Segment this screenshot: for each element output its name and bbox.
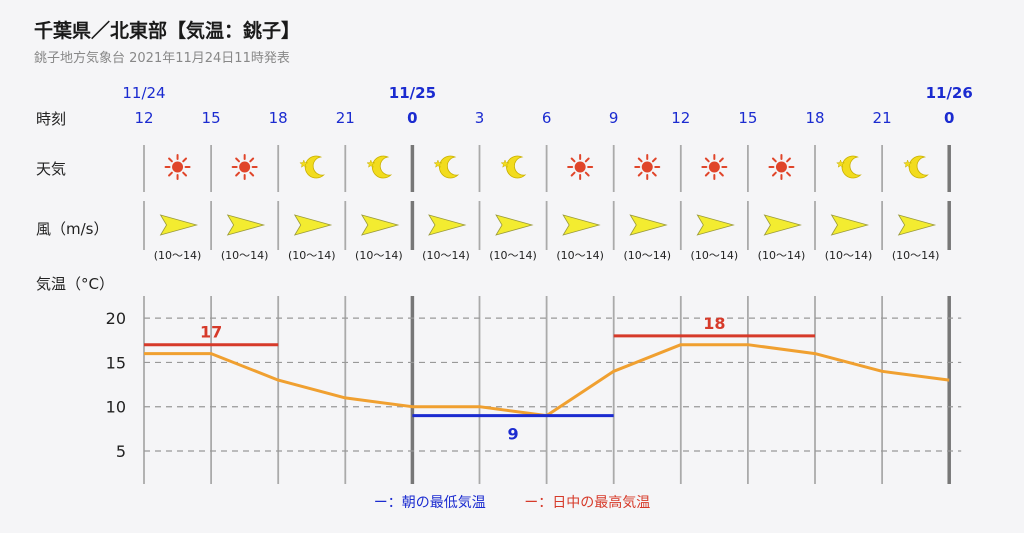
wind-speed-label: (10〜14) <box>288 249 336 262</box>
max-temp-label: 18 <box>703 314 725 333</box>
moon-icon <box>500 155 527 179</box>
moon-icon <box>299 155 325 179</box>
date-label: 11/25 <box>389 84 436 102</box>
temp-row-label: 気温（°C） <box>36 275 114 293</box>
sun-icon <box>567 154 594 180</box>
wind-speed-label: (10〜14) <box>422 249 470 262</box>
legend-min-temp: ー：朝の最低気温 <box>373 495 486 511</box>
date-label: 11/26 <box>926 84 973 102</box>
wind-speed-label: (10〜14) <box>623 249 671 262</box>
wind-arrow-icon <box>629 214 668 236</box>
hour-label: 12 <box>134 109 153 127</box>
wind-arrow-icon <box>696 214 735 236</box>
hour-label: 15 <box>202 109 221 127</box>
wind-arrow-icon <box>360 214 400 236</box>
time-row-label: 時刻 <box>36 110 67 128</box>
page-title: 千葉県／北東部【気温：銚子】 <box>34 20 301 42</box>
sun-icon <box>768 154 795 180</box>
hour-label: 18 <box>805 109 824 127</box>
hour-label: 21 <box>336 109 355 127</box>
wind-speed-label: (10〜14) <box>556 249 604 262</box>
wind-speed-label: (10〜14) <box>489 249 537 262</box>
hour-label: 9 <box>609 109 619 127</box>
hour-label: 0 <box>944 109 954 127</box>
legend: ー：朝の最低気温 ー：日中の最高気温 <box>0 492 1024 512</box>
wind-speed-label: (10〜14) <box>154 249 202 262</box>
wind-arrow-icon <box>897 214 937 236</box>
hour-label: 15 <box>738 109 757 127</box>
hour-label: 21 <box>873 109 892 127</box>
wind-arrow-icon <box>763 214 802 236</box>
wind-arrow-icon <box>293 214 333 236</box>
sun-icon <box>164 154 191 180</box>
wind-arrow-icon <box>159 214 199 236</box>
wind-speed-label: (10〜14) <box>825 249 873 262</box>
y-tick-label: 20 <box>106 309 126 328</box>
sun-icon <box>701 154 728 180</box>
legend-max-temp: ー：日中の最高気温 <box>524 495 651 511</box>
moon-icon <box>836 155 862 179</box>
y-tick-label: 10 <box>106 398 126 417</box>
hour-label: 0 <box>407 109 417 127</box>
wind-arrow-icon <box>830 214 870 236</box>
wind-speed-label: (10〜14) <box>758 249 806 262</box>
moon-icon <box>366 155 393 179</box>
y-tick-label: 15 <box>106 353 126 372</box>
sun-icon <box>231 154 258 180</box>
date-label: 11/24 <box>122 84 165 102</box>
min-temp-label: 9 <box>507 425 518 444</box>
issued-info: 銚子地方気象台 2021年11月24日11時発表 <box>34 51 290 66</box>
wind-speed-label: (10〜14) <box>691 249 739 262</box>
wind-arrow-icon <box>226 214 266 236</box>
wind-arrow-icon <box>562 214 601 236</box>
hour-label: 18 <box>269 109 288 127</box>
y-tick-label: 5 <box>116 442 126 461</box>
wind-speed-label: (10〜14) <box>221 249 269 262</box>
hour-label: 3 <box>475 109 485 127</box>
hour-label: 12 <box>671 109 690 127</box>
wind-arrow-icon <box>495 214 534 236</box>
wind-arrow-icon <box>428 214 467 236</box>
moon-icon <box>903 155 929 179</box>
sun-icon <box>634 154 661 180</box>
hour-label: 6 <box>542 109 552 127</box>
moon-icon <box>433 155 460 179</box>
wind-speed-label: (10〜14) <box>355 249 403 262</box>
wind-speed-label: (10〜14) <box>892 249 940 262</box>
weather-row-label: 天気 <box>36 160 67 178</box>
max-temp-label: 17 <box>200 323 222 342</box>
wind-row-label: 風（m/s） <box>36 220 109 238</box>
